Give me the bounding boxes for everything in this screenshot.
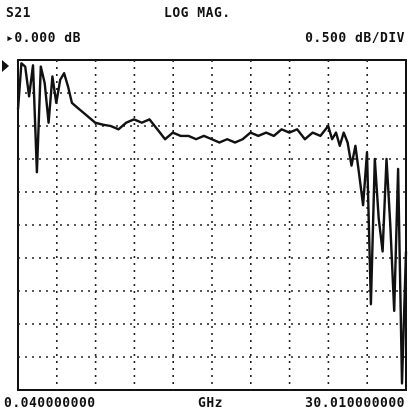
parameter-label: S21 (6, 6, 31, 21)
trace-line (16, 62, 408, 385)
format-label: LOG MAG. (164, 6, 231, 21)
stop-frequency-label: 30.010000000 (305, 396, 405, 411)
reference-marker-icon (2, 60, 9, 72)
grid (18, 60, 406, 390)
reference-level-label: ▸0.000 dB (6, 31, 81, 46)
scale-label: 0.500 dB/DIV (305, 31, 405, 46)
frequency-unit-label: GHz (198, 396, 223, 411)
start-frequency-label: 0.040000000 (4, 396, 96, 411)
